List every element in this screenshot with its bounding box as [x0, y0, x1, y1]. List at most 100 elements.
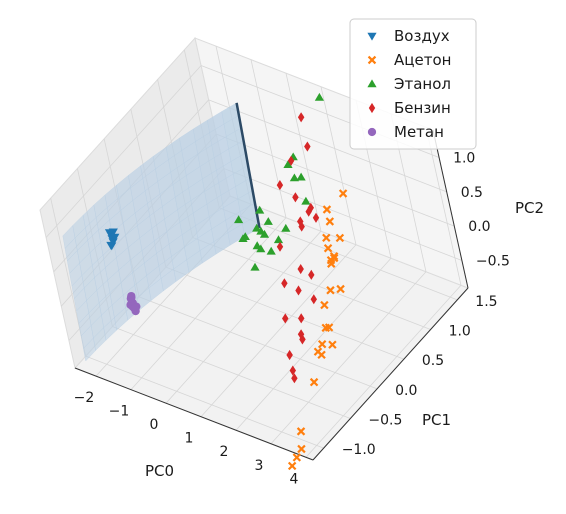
- y-tick-label: 1.5: [475, 294, 497, 310]
- legend-label: Бензин: [394, 99, 451, 117]
- data-point: [304, 141, 311, 152]
- y-tick-label: −1.0: [342, 442, 376, 458]
- data-point: [289, 173, 299, 182]
- grid-line: [165, 266, 405, 360]
- data-point: [256, 226, 266, 235]
- data-point: [322, 205, 332, 214]
- data-point: [322, 233, 331, 243]
- y-tick-label: −0.5: [368, 412, 402, 428]
- data-point: [295, 285, 302, 296]
- y-tick-label: 0.0: [395, 383, 417, 399]
- data-point: [250, 262, 260, 271]
- legend-marker: [367, 127, 377, 137]
- data-point: [305, 206, 312, 217]
- z-axis-label: PC2: [515, 199, 544, 217]
- legend-label: Воздух: [394, 27, 450, 45]
- data-point: [286, 349, 293, 361]
- data-point: [287, 155, 295, 166]
- x-tick-label: 1: [185, 431, 194, 447]
- legend-item: Бензин: [368, 99, 451, 117]
- data-point: [338, 189, 348, 198]
- grid-line: [250, 59, 287, 218]
- y-tick-label: 1.0: [449, 324, 471, 340]
- y-axis-line: [312, 287, 469, 461]
- grid-line: [192, 237, 431, 330]
- data-point: [335, 233, 345, 243]
- grid-line: [235, 257, 392, 431]
- data-points: [104, 92, 348, 471]
- data-point: [292, 453, 302, 462]
- data-point: [276, 180, 284, 191]
- data-point: [283, 160, 293, 168]
- data-point: [307, 202, 314, 213]
- data-point: [263, 217, 273, 225]
- data-point: [126, 294, 135, 303]
- data-point: [281, 223, 291, 232]
- data-point: [130, 303, 140, 313]
- z-tick-label: −0.5: [476, 254, 510, 270]
- data-point: [336, 284, 345, 294]
- grid-line: [208, 99, 447, 193]
- data-point: [329, 253, 339, 263]
- grid-line: [223, 168, 463, 261]
- data-point: [255, 205, 265, 214]
- data-point: [327, 259, 336, 268]
- data-point: [310, 294, 317, 305]
- x-tick-label: 4: [290, 471, 299, 487]
- z-tick-label: 0.5: [461, 185, 483, 201]
- data-point: [301, 196, 311, 205]
- legend-item: Ацетон: [367, 51, 451, 69]
- y-axis-label: PC1: [422, 411, 451, 429]
- y-tick-label: 0.5: [422, 353, 444, 369]
- grid-line: [425, 127, 462, 286]
- data-point: [328, 340, 337, 349]
- data-point: [281, 278, 288, 289]
- data-point: [287, 461, 297, 471]
- grid-line: [305, 285, 462, 458]
- grid-line: [165, 230, 322, 404]
- data-point: [282, 313, 289, 324]
- grid-line: [216, 133, 455, 227]
- data-point: [107, 242, 117, 251]
- data-point: [297, 264, 304, 275]
- data-point: [289, 365, 296, 376]
- data-point: [296, 427, 306, 436]
- data-point: [297, 216, 304, 227]
- data-point: [312, 212, 320, 223]
- data-point: [297, 329, 305, 340]
- grid-line: [200, 244, 357, 417]
- data-point: [324, 323, 334, 332]
- x-axis-line: [74, 367, 314, 461]
- legend-marker: [367, 55, 377, 65]
- z-tick-label: 0.0: [468, 219, 490, 235]
- data-point: [292, 192, 299, 203]
- z-tick-label: 1.0: [453, 150, 475, 166]
- data-point: [297, 112, 305, 123]
- legend-item: Метан: [367, 123, 444, 141]
- x-tick-label: 0: [150, 417, 159, 433]
- data-point: [298, 221, 305, 232]
- legend-marker: [367, 79, 377, 88]
- data-point: [234, 215, 244, 224]
- legend: Воздух Ацетон Этанол Бензин Метан: [349, 18, 477, 150]
- data-point: [296, 172, 306, 181]
- data-point: [238, 234, 248, 242]
- data-point: [110, 233, 120, 242]
- data-point: [309, 377, 319, 387]
- legend-label: Метан: [394, 123, 444, 141]
- data-point: [313, 347, 323, 356]
- grid-line: [138, 296, 378, 390]
- data-point: [317, 339, 327, 349]
- surface-edge: [235, 102, 261, 229]
- x-tick-label: −1: [109, 404, 130, 420]
- data-point: [325, 217, 335, 226]
- data-point: [308, 269, 315, 280]
- data-point: [276, 241, 284, 252]
- grid-line: [285, 73, 322, 232]
- legend-box: [349, 18, 477, 150]
- data-point: [256, 244, 266, 253]
- data-point: [314, 92, 324, 101]
- x-tick-label: 3: [255, 458, 264, 474]
- data-point: [266, 246, 276, 255]
